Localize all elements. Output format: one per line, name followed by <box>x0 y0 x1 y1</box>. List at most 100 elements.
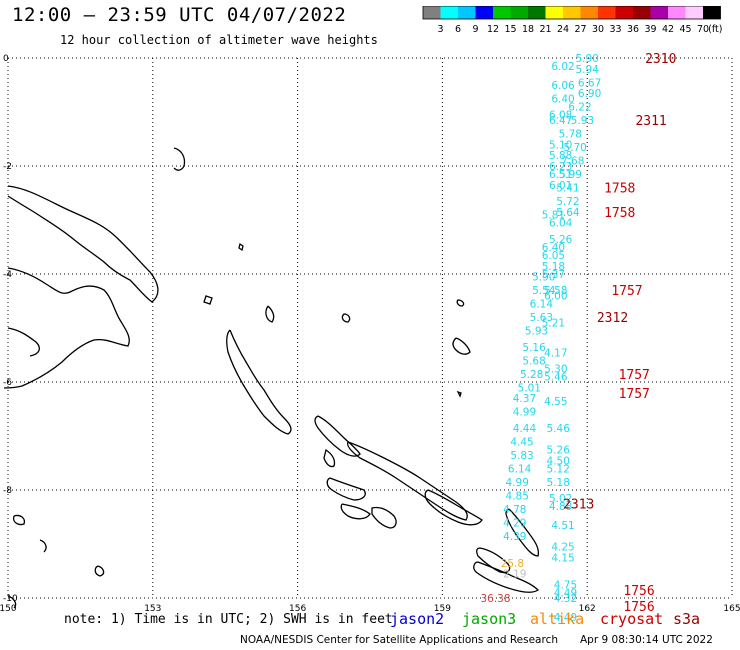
wave-height-value: 7.68 <box>561 156 584 168</box>
pass-time-label: 1758 <box>604 206 635 221</box>
pass-time-label: 1757 <box>619 368 650 383</box>
wave-height-value: 4.49 <box>554 612 577 624</box>
wave-height-value: 4.44 <box>513 423 537 435</box>
color-scale-bar: 3 6 9 12 15 18 21 24 27 30 33 36 39 42 45 70 (ft) <box>422 6 723 35</box>
axis-tick-labels: 150 153 156 159 162 165 0 -2 -4 -6 -8 -10 <box>0 54 740 614</box>
wave-height-value: 6.51 <box>549 169 572 181</box>
wave-height-value: 5.64 <box>556 207 580 219</box>
wave-height-value: 6.08 <box>549 110 572 122</box>
wave-height-value: 5.99 <box>559 169 582 181</box>
satellite-legend: jason2 jason3 altika cryosat s3a <box>0 610 740 630</box>
lon-tick-label: 156 <box>289 604 306 614</box>
wave-height-value: 6.04 <box>549 218 573 230</box>
color-swatch <box>580 6 598 19</box>
pass-time-label: 1758 <box>604 182 635 197</box>
wave-height-value: 6.40 <box>542 242 565 254</box>
color-swatch <box>493 6 511 19</box>
wave-height-value: 36.38 <box>480 593 510 605</box>
wave-height-value: 6.06 <box>551 80 575 92</box>
wave-height-value: 6.40 <box>551 94 574 106</box>
legend-item-cryosat: cryosat <box>600 610 664 628</box>
color-scale-tick: 24 <box>557 24 569 35</box>
map-subtitle: 12 hour collection of altimeter wave hei… <box>60 33 378 47</box>
pass-time-label: 1756 <box>623 600 654 615</box>
lat-lon-grid <box>7 57 733 599</box>
wave-height-value: 5.12 <box>547 463 570 475</box>
lat-tick-label: -8 <box>3 486 12 496</box>
wave-height-value: 5.72 <box>556 196 579 208</box>
lat-tick-label: -6 <box>3 378 12 388</box>
color-swatch <box>703 6 721 19</box>
wave-height-value: 4.99 <box>506 477 529 489</box>
wave-height-value: 4.29 <box>503 517 526 529</box>
wave-height-value: 5.30 <box>544 364 567 376</box>
wave-height-value: 6.02 <box>551 61 574 73</box>
lat-tick-label: -2 <box>3 162 12 172</box>
color-scale-unit: (ft) <box>708 24 722 35</box>
wave-height-value: 5.10 <box>549 139 572 151</box>
color-scale-tick: 21 <box>539 24 551 35</box>
wave-height-value: 4.99 <box>513 407 536 419</box>
wave-height-labels: 5.905.946.026.676.066.906.406.226.086.47… <box>480 53 601 624</box>
wave-height-value: 5.90 <box>532 272 555 284</box>
color-scale-tick: 30 <box>592 24 604 35</box>
color-scale-tick: 42 <box>662 24 674 35</box>
legend-item-jason3: jason3 <box>462 610 517 628</box>
wave-height-value: 6.14 <box>508 463 532 475</box>
color-swatch <box>528 6 546 19</box>
pass-time-label: 1756 <box>623 584 654 599</box>
wave-height-value: 6.23 <box>549 161 572 173</box>
wave-height-value: 5.16 <box>522 342 546 354</box>
wave-height-value: 5.93 <box>525 326 548 338</box>
wave-height-value: 6.05 <box>542 250 565 262</box>
wave-height-value: 5.02 <box>549 493 572 505</box>
color-swatch <box>545 6 563 19</box>
color-swatch <box>615 6 633 19</box>
wave-height-value: 4.49 <box>554 588 577 600</box>
lon-tick-label: 150 <box>0 604 17 614</box>
wave-height-value: 4.75 <box>554 580 577 592</box>
wave-height-value: 5.46 <box>547 423 571 435</box>
wave-height-value: 5.81 <box>542 210 565 222</box>
coastline <box>3 147 540 609</box>
map-title: 12:00 – 23:59 UTC 04/07/2022 <box>12 4 347 26</box>
wave-height-value: 25.8 <box>501 558 524 570</box>
wave-height-value: 6.90 <box>578 88 601 100</box>
wave-height-value: 4.50 <box>547 455 570 467</box>
color-scale-tick: 15 <box>504 24 516 35</box>
color-swatch <box>633 6 651 19</box>
wave-height-value: 4.55 <box>544 396 567 408</box>
color-scale-tick: 33 <box>609 24 621 35</box>
wave-height-value: 4.37 <box>513 393 536 405</box>
wave-height-value: 5.28 <box>520 369 543 381</box>
wave-height-value: 5.01 <box>518 382 541 394</box>
wave-height-value: 5.46 <box>544 372 568 384</box>
color-scale-tick: 45 <box>679 24 691 35</box>
wave-height-value: 4.51 <box>551 520 574 532</box>
wave-height-value: 4.85 <box>506 490 529 502</box>
wave-height-value: 5.70 <box>563 142 586 154</box>
wave-height-value: 6.14 <box>530 299 554 311</box>
wave-height-value: 5.18 <box>547 477 570 489</box>
pass-time-labels: 2310 2311 1758 1758 1757 2312 1757 1757 2313 1756… <box>563 52 676 615</box>
color-swatch <box>563 6 581 19</box>
wave-height-value: 4.39 <box>503 531 526 543</box>
color-swatch <box>510 6 528 19</box>
color-scale-tick: 39 <box>644 24 656 35</box>
wave-height-value: 4.78 <box>503 504 526 516</box>
credit-text: NOAA/NESDIS Center for Satellite Applica… <box>240 634 558 646</box>
color-swatch <box>685 6 703 19</box>
pass-time-label: 2311 <box>635 114 666 129</box>
wave-height-value: 6.67 <box>578 77 601 89</box>
lon-tick-label: 162 <box>579 604 596 614</box>
wave-height-value: 5.83 <box>510 450 533 462</box>
color-scale-tick: 18 <box>522 24 534 35</box>
lat-tick-label: -10 <box>3 594 18 604</box>
wave-height-value: 4.15 <box>551 553 574 565</box>
wave-height-value: 5.18 <box>542 261 565 273</box>
wave-height-value: 4.25 <box>551 542 574 554</box>
color-scale-tick: 36 <box>627 24 639 35</box>
wave-height-value: 5.26 <box>549 234 573 246</box>
lat-tick-label: -4 <box>3 270 12 280</box>
